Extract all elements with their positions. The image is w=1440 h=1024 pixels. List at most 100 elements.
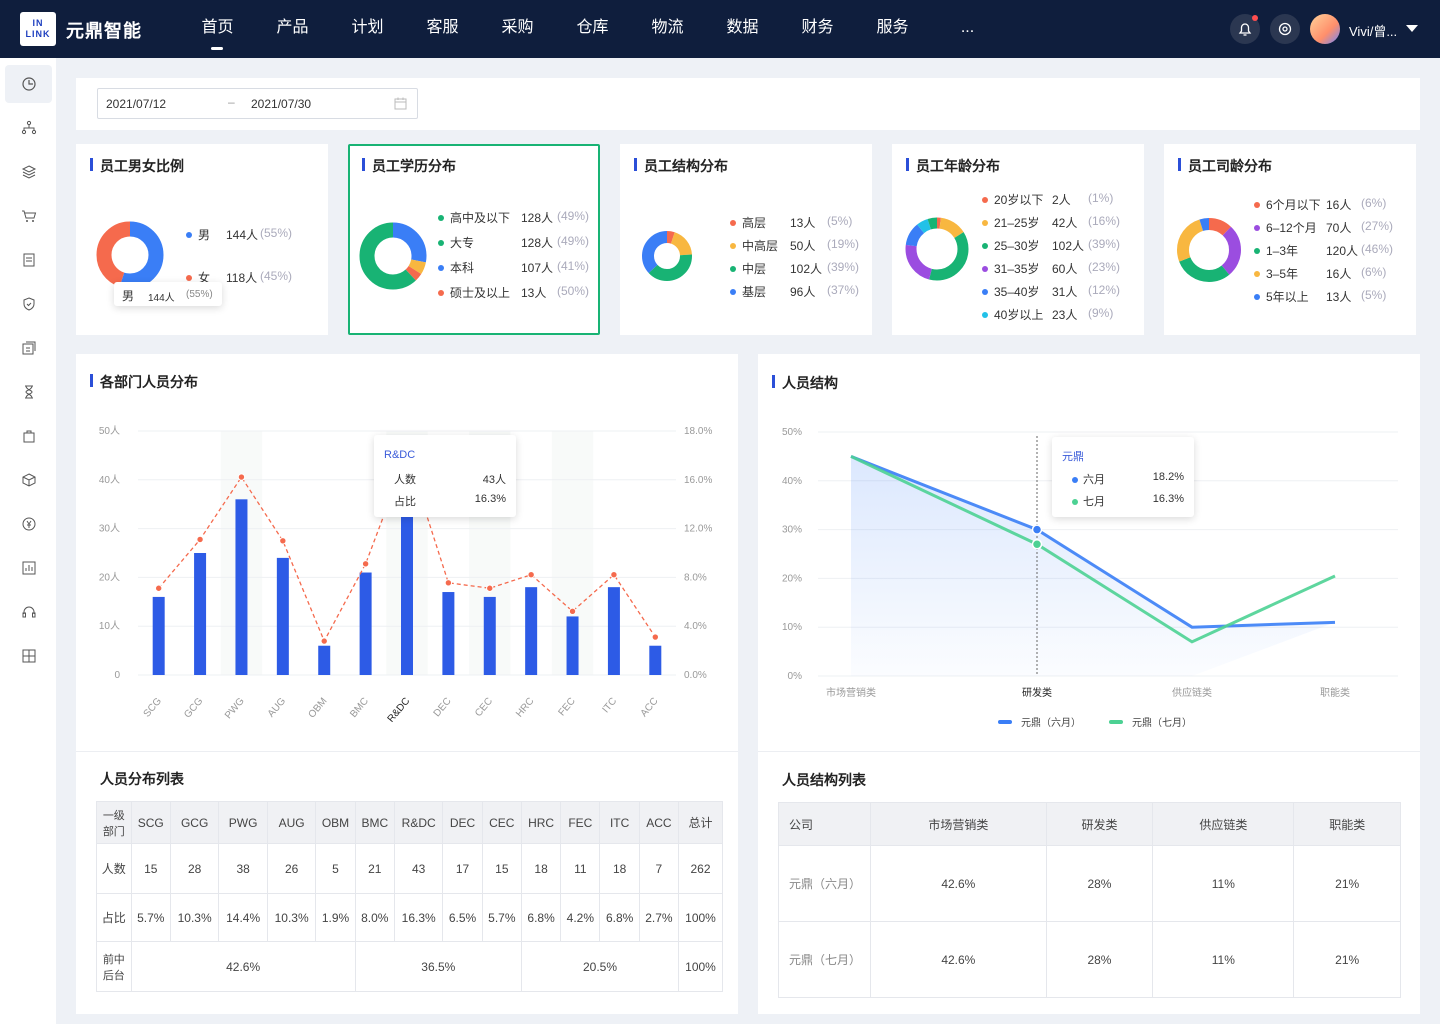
legend-count: 13人: [521, 286, 547, 300]
sidebar-item-4[interactable]: [5, 241, 52, 279]
structure-legend-item: 中高层: [730, 237, 778, 254]
tooltip-value-2: 16.3%: [474, 493, 506, 505]
age-legend-item: 21–25岁: [982, 214, 1039, 231]
table-cell: 36.5%: [354, 941, 522, 992]
legend-percent: (23%): [1088, 260, 1121, 274]
structure-slice-2: [642, 231, 692, 281]
tooltip-title: R&DC: [384, 449, 416, 461]
x-tick-label: ACC: [639, 696, 661, 719]
y-tick-label: 0: [114, 670, 120, 681]
tooltip-key-1: 六月: [1072, 471, 1105, 487]
x-tick-label: R&DC: [386, 696, 413, 725]
series-point-1: [1031, 538, 1043, 550]
table-header-cell: HRC: [520, 801, 562, 844]
sidebar-item-3[interactable]: [5, 197, 52, 235]
sidebar-item-0[interactable]: [5, 65, 52, 103]
table-cell: 100%: [678, 941, 723, 992]
table-header-cell: OBM: [315, 801, 356, 844]
tenure-slice-4: [1177, 218, 1241, 282]
table-header-cell: CEC: [481, 801, 522, 844]
y-tick-label: 20%: [782, 573, 802, 584]
x-tick-label: OBM: [306, 696, 329, 721]
y-tick-label: 30%: [782, 525, 802, 536]
sidebar-item-2[interactable]: [5, 153, 52, 191]
legend-count: 2人: [1052, 193, 1071, 207]
percent-point: [196, 535, 204, 544]
table-cell: 10.3%: [266, 893, 317, 942]
nav-item-7[interactable]: 数据: [726, 19, 759, 36]
legend-dot: [982, 266, 988, 272]
end-date[interactable]: 2021/07/30: [251, 97, 312, 111]
chevron-down-icon[interactable]: [1406, 25, 1418, 32]
education-card[interactable]: [348, 144, 600, 335]
legend-label: 6–12个月: [1266, 221, 1317, 235]
notification-button[interactable]: [1230, 14, 1260, 44]
sidebar-item-7[interactable]: [5, 373, 52, 411]
y-tick-label: 40人: [99, 474, 120, 486]
age-card[interactable]: [892, 144, 1144, 335]
nav-item-3[interactable]: 客服: [426, 19, 459, 36]
nav-item-0[interactable]: 首页: [180, 0, 255, 58]
date-range-picker[interactable]: 2021/07/12 – 2021/07/30: [97, 88, 418, 119]
sidebar-item-12[interactable]: [5, 593, 52, 631]
legend-dot: [730, 266, 736, 272]
nav-item-5[interactable]: 仓库: [576, 19, 609, 36]
table-cell: 10.3%: [169, 893, 220, 942]
table-cell: 元鼎（六月）: [778, 845, 871, 922]
legend-label: 3–5年: [1266, 267, 1299, 281]
legend-label: 元鼎（七月）: [1132, 717, 1192, 729]
user-name[interactable]: Vivi/曾...: [1349, 24, 1398, 39]
avatar[interactable]: [1310, 14, 1340, 44]
x-tick-label: GCG: [182, 696, 205, 721]
sidebar-item-8[interactable]: [5, 417, 52, 455]
table-header-cell: BMC: [354, 801, 395, 844]
education-legend-item: 高中及以下: [438, 209, 510, 226]
nav-item-8[interactable]: 财务: [801, 19, 834, 36]
calendar-icon[interactable]: [394, 97, 407, 110]
legend-dot: [982, 312, 988, 318]
legend-swatch: [1109, 720, 1123, 724]
percent-point: [237, 473, 246, 481]
nav-item-4[interactable]: 采购: [501, 19, 534, 36]
sidebar-item-11[interactable]: [5, 549, 52, 587]
sidebar-item-1[interactable]: [5, 109, 52, 147]
sidebar-item-10[interactable]: [5, 505, 52, 543]
percent-point: [568, 607, 577, 615]
legend-count: 13人: [1326, 290, 1352, 304]
tenure-card[interactable]: [1164, 144, 1416, 335]
nav-item-9[interactable]: 服务: [876, 19, 909, 36]
legend-count: 144人: [226, 228, 259, 242]
table-header-cell: 供应链类: [1152, 802, 1295, 846]
top-navigation-bar: IN LINK 元鼎智能 首页 产品 计划 客服 采购 仓库 物流 数据 财务 服务... Vivi…: [0, 0, 1440, 58]
nav-item-2[interactable]: 计划: [351, 19, 384, 36]
x-tick-label: AUG: [266, 696, 288, 720]
bar: [483, 596, 496, 675]
table-cell: 1.9%: [315, 893, 356, 942]
sidebar-item-6[interactable]: [5, 329, 52, 367]
table-header-cell: 市场营销类: [870, 802, 1047, 846]
legend-count: 70人: [1326, 221, 1352, 235]
table-cell: 43: [393, 843, 444, 894]
structure-donut: [642, 231, 692, 281]
table-cell: 28%: [1045, 845, 1154, 922]
age-slice-2: [905, 217, 969, 281]
tooltip-pct: (55%): [186, 289, 213, 300]
sidebar-item-5[interactable]: [5, 285, 52, 323]
nav-item-6[interactable]: 物流: [651, 19, 684, 36]
gender-legend-item: 女: [186, 269, 210, 286]
document-icon: [23, 253, 34, 267]
start-date[interactable]: 2021/07/12: [106, 97, 167, 111]
nav-item-1[interactable]: 产品: [276, 19, 309, 36]
table-cell: 28%: [1045, 921, 1154, 998]
y-tick-label: 30人: [99, 523, 120, 535]
grid-icon: [22, 649, 35, 663]
nav-item-10[interactable]: ...: [960, 19, 975, 36]
tooltip-key-2-text: 七月: [1083, 496, 1105, 508]
tooltip-key-2: 七月: [1072, 493, 1105, 509]
sidebar-item-9[interactable]: [5, 461, 52, 499]
sidebar-item-13[interactable]: [5, 637, 52, 675]
legend-count: 16人: [1326, 198, 1352, 212]
settings-button[interactable]: [1270, 14, 1300, 44]
legend-dot: [186, 232, 192, 238]
logo[interactable]: IN LINK: [20, 12, 56, 46]
